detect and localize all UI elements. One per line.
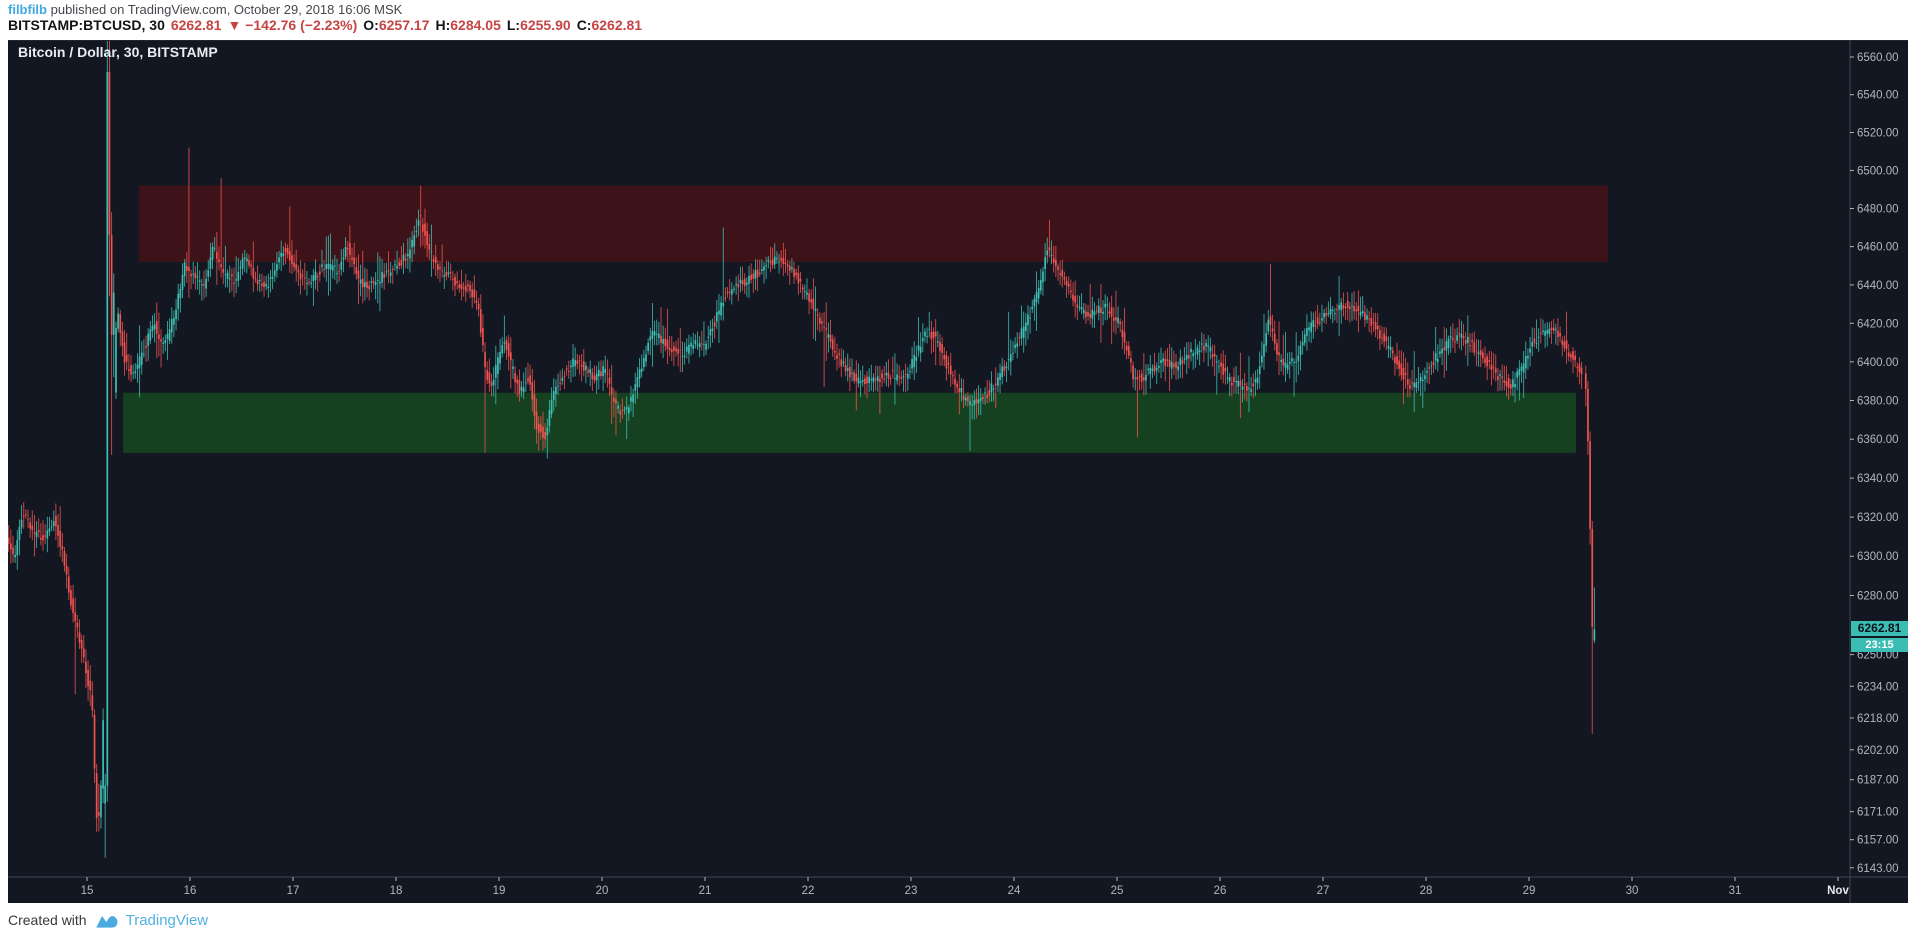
svg-text:26: 26	[1214, 885, 1227, 897]
svg-text:6340.00: 6340.00	[1857, 473, 1899, 485]
svg-text:Nov: Nov	[1827, 885, 1849, 897]
tradingview-logo-icon	[95, 915, 117, 928]
svg-text:6360.00: 6360.00	[1857, 434, 1899, 446]
author-link[interactable]: filbfilb	[8, 2, 47, 17]
svg-text:17: 17	[287, 885, 300, 897]
svg-text:6440.00: 6440.00	[1857, 280, 1899, 292]
close-label: C:	[576, 17, 592, 33]
svg-text:25: 25	[1111, 885, 1124, 897]
svg-text:6520.00: 6520.00	[1857, 128, 1899, 140]
time-axis[interactable]	[0, 877, 1850, 903]
ohlc-line: BITSTAMP:BTCUSD, 30 6262.81 ▼ −142.76 (−2.…	[8, 17, 642, 33]
symbol-text: BITSTAMP:BTCUSD, 30	[8, 17, 165, 33]
svg-text:24: 24	[1008, 885, 1021, 897]
high-value: 6284.05	[450, 17, 501, 33]
svg-text:6171.00: 6171.00	[1857, 807, 1899, 819]
snapshot-header: filbfilb published on TradingView.com, O…	[0, 0, 1908, 40]
open-value: 6257.17	[378, 17, 430, 33]
svg-text:6187.00: 6187.00	[1857, 775, 1899, 787]
created-with-text: Created with	[8, 912, 87, 928]
price-axis[interactable]	[1850, 40, 1908, 877]
chart-area[interactable]: 6560.00 6540.00 6520.00 6500.00 6480.00 6460.…	[0, 40, 1908, 903]
last-price-axis-label: 6262.81	[1851, 621, 1908, 636]
svg-text:28: 28	[1420, 885, 1433, 897]
svg-text:6480.00: 6480.00	[1857, 203, 1899, 215]
svg-text:6157.00: 6157.00	[1857, 835, 1899, 847]
svg-text:31: 31	[1729, 885, 1742, 897]
svg-text:6300.00: 6300.00	[1857, 551, 1899, 563]
svg-text:16: 16	[184, 885, 197, 897]
svg-text:23: 23	[905, 885, 918, 897]
svg-text:6560.00: 6560.00	[1857, 52, 1899, 64]
close-value: 6262.81	[591, 17, 643, 33]
svg-text:6234.00: 6234.00	[1857, 681, 1899, 693]
svg-text:30: 30	[1626, 885, 1639, 897]
svg-text:20: 20	[596, 885, 609, 897]
high-label: H:	[435, 17, 451, 33]
svg-text:22: 22	[802, 885, 815, 897]
svg-text:6500.00: 6500.00	[1857, 165, 1899, 177]
svg-text:15: 15	[81, 885, 94, 897]
svg-text:19: 19	[493, 885, 506, 897]
svg-text:6320.00: 6320.00	[1857, 512, 1899, 524]
chart-title: Bitcoin / Dollar, 30, BITSTAMP	[18, 44, 218, 60]
candlestick-chart-canvas[interactable]: 6560.00 6540.00 6520.00 6500.00 6480.00 6460.…	[0, 40, 1908, 903]
footer: Created with TradingView	[0, 903, 1908, 940]
svg-text:6540.00: 6540.00	[1857, 90, 1899, 102]
svg-text:29: 29	[1523, 885, 1536, 897]
svg-text:6218.00: 6218.00	[1857, 713, 1899, 725]
low-value: 6255.90	[520, 17, 571, 33]
svg-text:6143.00: 6143.00	[1857, 863, 1899, 875]
svg-text:6400.00: 6400.00	[1857, 357, 1899, 369]
change-text-with-down-triangle-icon: ▼ −142.76 (−2.23%)	[227, 17, 358, 33]
svg-text:18: 18	[390, 885, 403, 897]
tradingview-brand-link[interactable]: TradingView	[125, 911, 209, 929]
open-label: O:	[363, 17, 379, 33]
publish-line: filbfilb published on TradingView.com, O…	[8, 2, 402, 17]
svg-text:6280.00: 6280.00	[1857, 590, 1899, 602]
bar-countdown-label: 23:15	[1851, 638, 1908, 652]
last-price-text: 6262.81	[170, 17, 222, 33]
svg-text:6420.00: 6420.00	[1857, 318, 1899, 330]
svg-text:6202.00: 6202.00	[1857, 745, 1899, 757]
low-label: L:	[506, 17, 521, 33]
svg-text:6380.00: 6380.00	[1857, 395, 1899, 407]
svg-text:6250.00: 6250.00	[1857, 650, 1899, 662]
published-text: published on TradingView.com, October 29…	[47, 2, 403, 17]
svg-text:6460.00: 6460.00	[1857, 242, 1899, 254]
svg-text:21: 21	[699, 885, 712, 897]
svg-text:27: 27	[1317, 885, 1330, 897]
